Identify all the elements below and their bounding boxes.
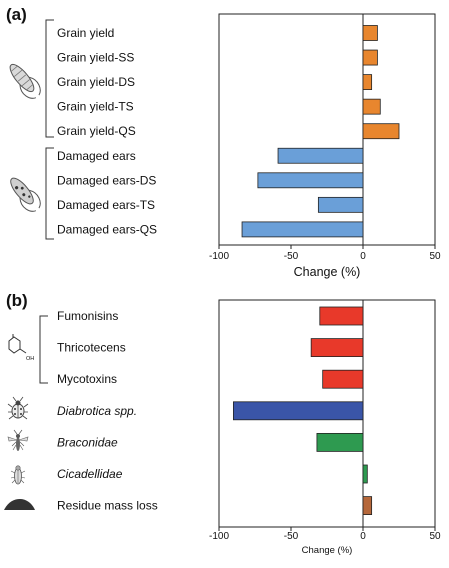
bar xyxy=(362,25,378,41)
bar xyxy=(362,123,400,140)
panel-label-b: (b) xyxy=(6,291,28,310)
wasp-icon xyxy=(7,429,29,451)
x-tick-label: 0 xyxy=(360,531,366,542)
x-tick-label: -50 xyxy=(284,531,299,542)
bar xyxy=(319,306,364,326)
x-tick-label: -50 xyxy=(284,251,299,262)
mycotoxin-molecule-icon: OH xyxy=(8,334,34,362)
leafhopper-icon xyxy=(10,465,26,485)
plot-frame-b xyxy=(218,299,436,528)
damaged-corn-ear-icon xyxy=(10,177,41,212)
panel-label-a: (a) xyxy=(6,5,27,24)
category-label: Cicadellidae xyxy=(57,467,123,481)
bar xyxy=(362,464,368,484)
category-label: Braconidae xyxy=(57,435,118,449)
bar xyxy=(362,74,373,90)
bracket-damaged-ears xyxy=(45,147,54,240)
bar xyxy=(316,432,364,452)
category-labels-a: Grain yield Grain yield-SS Grain yield-DS G… xyxy=(57,26,157,236)
bracket-grain-yield xyxy=(45,19,54,138)
category-label: Grain yield-DS xyxy=(57,75,135,89)
x-axis-b: -100 -50 0 50 xyxy=(209,300,441,542)
category-label: Damaged ears-TS xyxy=(57,198,155,212)
bar xyxy=(362,496,373,516)
x-tick-label: 0 xyxy=(360,251,366,262)
bar xyxy=(362,49,378,66)
bars-a xyxy=(241,25,400,238)
bar xyxy=(232,401,364,421)
x-tick-label: -100 xyxy=(209,251,229,262)
bar xyxy=(241,221,364,238)
bar xyxy=(317,196,364,213)
bar xyxy=(322,369,364,389)
category-label: Grain yield-QS xyxy=(57,124,136,138)
category-label: Grain yield-SS xyxy=(57,51,134,65)
bracket-mycotoxins xyxy=(39,315,48,384)
beetle-icon xyxy=(7,396,29,420)
bar xyxy=(257,172,364,189)
category-label: Grain yield-TS xyxy=(57,100,134,114)
category-label: Diabrotica spp. xyxy=(57,404,137,418)
category-label: Residue mass loss xyxy=(57,499,158,513)
category-label: Thricotecens xyxy=(57,341,126,355)
x-axis-label-a: Change (%) xyxy=(294,265,361,279)
x-axis-label-b: Change (%) xyxy=(302,545,353,556)
category-label: Grain yield xyxy=(57,26,114,40)
corn-ear-icon xyxy=(9,63,41,99)
category-label: Mycotoxins xyxy=(57,372,117,386)
plot-frame-a xyxy=(218,13,436,246)
bars-b xyxy=(232,306,373,516)
residue-pile-icon xyxy=(4,499,35,510)
category-label: Damaged ears xyxy=(57,149,136,163)
category-labels-b: Fumonisins Thricotecens Mycotoxins Diabroti… xyxy=(57,309,158,513)
category-label: Fumonisins xyxy=(57,309,118,323)
x-tick-label: 50 xyxy=(429,251,441,262)
x-tick-label: -100 xyxy=(209,531,229,542)
x-tick-label: 50 xyxy=(429,531,441,542)
bar xyxy=(310,338,364,358)
category-label: Damaged ears-QS xyxy=(57,222,157,236)
category-label: Damaged ears-DS xyxy=(57,173,156,187)
molecule-oh-label: OH xyxy=(26,356,34,362)
bar xyxy=(362,98,381,115)
bar xyxy=(277,147,364,164)
